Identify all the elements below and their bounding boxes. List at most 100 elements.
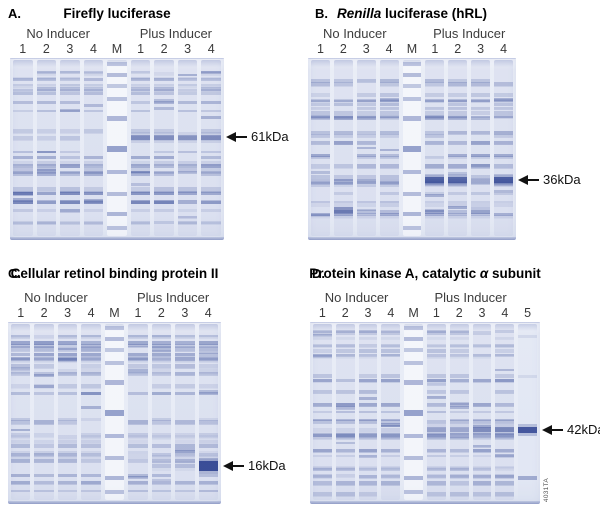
panel-title-part: Renilla xyxy=(336,6,382,21)
band-size-label: 16kDa xyxy=(248,458,286,474)
lane-label: 2 xyxy=(160,42,168,56)
lane-label: 3 xyxy=(364,306,372,320)
lane-label: 3 xyxy=(477,42,485,56)
sample-lane xyxy=(128,324,148,500)
arrow-line xyxy=(236,136,247,138)
lane-label: 2 xyxy=(339,42,347,56)
sample-lane xyxy=(175,324,195,500)
lane-label: 4 xyxy=(204,306,212,320)
arrow-left-icon xyxy=(223,460,233,471)
gel-panel-A xyxy=(10,58,224,240)
group-label-no-inducer: No Inducer xyxy=(24,290,88,305)
purified-lane xyxy=(518,324,537,500)
gel-panel-B xyxy=(308,58,516,240)
panel-title: Protein kinase A, catalytic α subunit xyxy=(309,266,540,281)
band-size-label: 61kDa xyxy=(251,129,289,145)
sample-lane xyxy=(313,324,332,500)
panel-D: D. Protein kinase A, catalytic α subunit N… xyxy=(306,262,600,512)
figure-code: 4031TA xyxy=(543,478,550,503)
lane-label: 2 xyxy=(42,42,50,56)
lane-label: M xyxy=(408,306,419,320)
band-annotation: 61kDa xyxy=(226,129,289,145)
sample-lane xyxy=(154,60,174,236)
arrow-line xyxy=(552,429,563,431)
group-label-no-inducer: No Inducer xyxy=(26,26,90,41)
group-label-no-inducer: No Inducer xyxy=(322,26,387,41)
panel-title-part: Protein kinase A, catalytic xyxy=(309,266,480,281)
lane-label: 5 xyxy=(524,306,532,320)
lane-label: 4 xyxy=(501,306,509,320)
panel-title: Firefly luciferase xyxy=(63,6,170,21)
sample-lane xyxy=(356,60,376,236)
lane-label: 1 xyxy=(316,42,324,56)
sample-lane xyxy=(425,60,445,236)
sample-lane xyxy=(81,324,101,500)
gel-panel-C xyxy=(8,322,221,504)
lane-label: M xyxy=(111,42,123,56)
lane-label: 4 xyxy=(207,42,215,56)
marker-lane xyxy=(404,324,423,500)
sample-lane xyxy=(333,60,353,236)
gel-panel-D xyxy=(310,322,540,504)
band-size-label: 36kDa xyxy=(543,172,581,188)
sample-lane xyxy=(57,324,78,500)
panel-letter: D. xyxy=(312,266,325,281)
sample-lane xyxy=(335,324,355,500)
sample-lane xyxy=(83,60,104,236)
lane-label: M xyxy=(109,306,120,320)
panel-B: B. Renilla luciferase (hRL) No Inducer Plus… xyxy=(306,6,600,248)
marker-lane xyxy=(107,60,127,236)
sample-lane xyxy=(448,60,468,236)
sample-lane xyxy=(198,324,218,500)
sample-lane xyxy=(60,60,80,236)
lane-label: 1 xyxy=(134,306,142,320)
sample-lane xyxy=(471,60,491,236)
lane-label: 2 xyxy=(455,306,463,320)
lane-label: 3 xyxy=(181,306,189,320)
panel-letter: A. xyxy=(8,6,21,21)
sample-lane xyxy=(472,324,492,500)
sample-lane xyxy=(494,60,513,236)
group-label-plus-inducer: Plus Inducer xyxy=(433,26,506,41)
band-annotation: 16kDa xyxy=(223,458,286,474)
sample-lane xyxy=(358,324,378,500)
lane-label: 1 xyxy=(318,306,326,320)
lane-label: 3 xyxy=(362,42,370,56)
sample-lane xyxy=(381,324,401,500)
lane-label: 4 xyxy=(89,42,97,56)
lane-label: 4 xyxy=(387,306,395,320)
arrow-left-icon xyxy=(226,131,236,142)
lane-label: 1 xyxy=(431,42,439,56)
panel-letter: C. xyxy=(8,266,21,281)
band-annotation: 42kDa xyxy=(542,422,600,438)
panel-C: C. Cellular retinol binding protein II No … xyxy=(6,262,300,512)
arrow-line xyxy=(528,179,539,181)
sample-lane xyxy=(36,60,57,236)
sample-lane xyxy=(151,324,172,500)
band-size-label: 42kDa xyxy=(567,422,600,438)
lane-label: 2 xyxy=(454,42,462,56)
sample-lane xyxy=(130,60,151,236)
lane-label: 1 xyxy=(19,42,27,56)
lane-label: 3 xyxy=(184,42,192,56)
group-label-plus-inducer: Plus Inducer xyxy=(136,290,210,305)
sample-lane xyxy=(201,60,221,236)
sample-lane xyxy=(34,324,54,500)
panel-title: Cellular retinol binding protein II xyxy=(11,266,219,281)
lane-label: 2 xyxy=(341,306,349,320)
lane-label: 3 xyxy=(64,306,72,320)
lane-label: 4 xyxy=(385,42,393,56)
panel-title-part: α xyxy=(479,266,489,281)
sample-lane xyxy=(427,324,446,500)
group-label-no-inducer: No Inducer xyxy=(324,290,389,305)
panel-title-part: luciferase (hRL) xyxy=(381,6,488,21)
lane-label: 1 xyxy=(432,306,440,320)
panel-title-part: Cellular retinol binding protein II xyxy=(10,266,219,281)
lane-label: 4 xyxy=(87,306,95,320)
sample-lane xyxy=(379,60,399,236)
lane-label: 2 xyxy=(157,306,165,320)
marker-lane xyxy=(104,324,125,500)
panel-A: A. Firefly luciferase No Inducer Plus Induc… xyxy=(8,6,300,248)
arrow-left-icon xyxy=(542,424,552,435)
